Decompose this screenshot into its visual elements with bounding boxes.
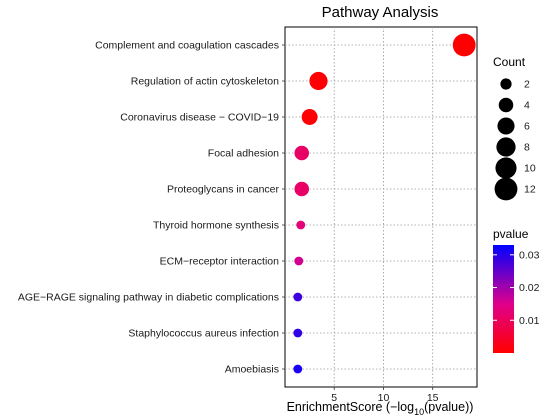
color-legend: pvalue 0.01 0.02 0.03: [493, 227, 540, 353]
data-point: [293, 364, 303, 374]
y-tick-label: Regulation of actin cytoskeleton: [131, 76, 279, 88]
y-tick-label: ECM−receptor interaction: [160, 256, 280, 268]
data-point: [294, 256, 304, 266]
color-legend-label: 0.01: [519, 315, 540, 327]
data-point: [452, 33, 476, 57]
y-tick-label: Coronavirus disease − COVID−19: [120, 112, 279, 124]
y-tick-label: Focal adhesion: [208, 148, 279, 160]
data-point: [293, 328, 303, 338]
size-legend: Count 2 4 6 8 10 12: [493, 55, 536, 201]
size-legend-label: 6: [524, 121, 530, 133]
size-legend-label: 8: [524, 142, 530, 154]
x-axis-label: EnrichmentScore (−log10(pvalue)): [287, 400, 474, 417]
y-tick-label: Thyroid hormone synthesis: [153, 220, 279, 232]
size-legend-dot: [498, 97, 514, 113]
y-axis-labels: Complement and coagulation cascades Regul…: [18, 40, 285, 376]
x-axis-ticks: 5 10 15: [331, 387, 439, 404]
data-point: [294, 181, 310, 197]
color-legend-label: 0.03: [519, 250, 540, 262]
x-tick-label: 15: [427, 392, 439, 404]
size-legend-label: 2: [524, 79, 530, 91]
size-legend-label: 10: [524, 163, 536, 175]
size-legend-dot: [496, 137, 516, 157]
size-legend-dot: [500, 78, 512, 90]
y-tick-label: Staphylococcus aureus infection: [128, 328, 279, 340]
y-tick-label: Proteoglycans in cancer: [167, 184, 280, 196]
data-point: [296, 220, 306, 230]
x-tick-label: 5: [331, 392, 337, 404]
size-legend-title: Count: [493, 55, 526, 69]
size-legend-label: 4: [524, 100, 530, 112]
color-legend-label: 0.02: [519, 282, 540, 294]
data-point: [293, 292, 303, 302]
size-legend-dot: [495, 157, 517, 179]
data-point: [301, 109, 318, 125]
chart-title: Pathway Analysis: [322, 4, 439, 21]
size-legend-dot: [497, 117, 515, 135]
data-point: [294, 145, 310, 161]
color-bar: [493, 245, 514, 353]
y-tick-label: AGE−RAGE signaling pathway in diabetic c…: [18, 292, 279, 304]
size-legend-label: 12: [524, 184, 536, 196]
y-tick-label: Amoebiasis: [225, 364, 279, 376]
y-tick-label: Complement and coagulation cascades: [95, 40, 279, 52]
data-points: [293, 33, 476, 374]
data-point: [309, 71, 328, 91]
size-legend-dot: [494, 177, 518, 201]
x-tick-label: 10: [378, 392, 390, 404]
color-legend-title: pvalue: [493, 227, 529, 241]
